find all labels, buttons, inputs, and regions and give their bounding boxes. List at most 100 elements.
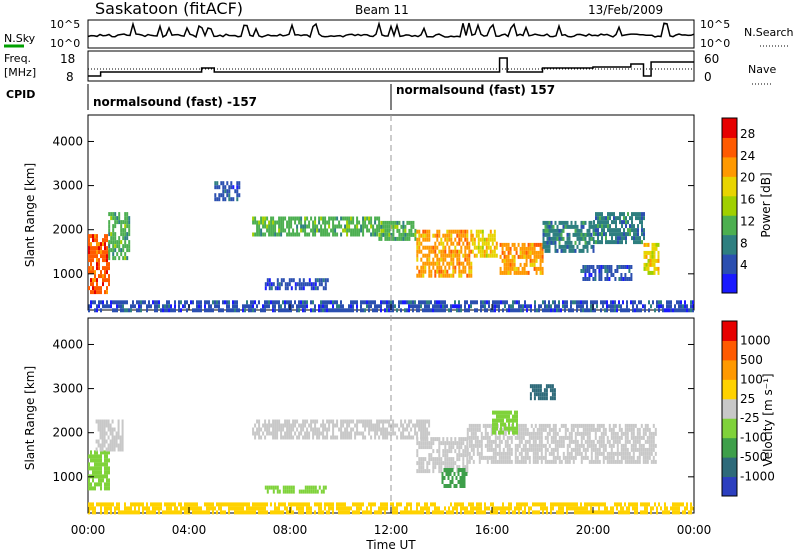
data-cell	[540, 396, 542, 400]
data-cell	[428, 510, 430, 514]
data-cell	[106, 250, 108, 254]
data-cell	[567, 460, 569, 464]
data-cell	[580, 300, 582, 304]
data-cell	[460, 246, 462, 250]
data-cell	[200, 304, 202, 308]
data-cell	[216, 510, 218, 514]
data-cell	[420, 274, 422, 278]
data-cell	[278, 221, 280, 225]
data-cell	[362, 510, 364, 514]
data-cell	[598, 265, 600, 269]
data-cell	[152, 510, 154, 514]
data-cell	[542, 259, 544, 263]
data-cell	[452, 242, 454, 246]
data-cell	[599, 460, 601, 464]
data-cell	[110, 502, 112, 506]
data-cell	[565, 460, 567, 464]
data-cell	[102, 444, 104, 448]
data-cell	[323, 278, 325, 282]
data-cell	[588, 269, 590, 273]
data-cell	[512, 415, 514, 419]
data-cell	[523, 456, 525, 460]
data-cell	[602, 304, 604, 308]
data-cell	[587, 249, 589, 253]
data-cell	[268, 424, 270, 428]
data-cell	[519, 444, 521, 448]
data-cell	[494, 238, 496, 242]
data-cell	[270, 502, 272, 506]
data-cell	[535, 440, 537, 444]
data-cell	[617, 448, 619, 452]
data-cell	[232, 197, 234, 201]
data-cell	[313, 490, 315, 494]
data-cell	[416, 453, 418, 457]
data-cell	[320, 424, 322, 428]
data-cell	[210, 502, 212, 506]
data-cell	[154, 300, 156, 304]
data-cell	[266, 510, 268, 514]
data-cell	[102, 258, 104, 262]
data-cell	[164, 510, 166, 514]
data-cell	[492, 238, 494, 242]
data-cell	[472, 250, 474, 254]
data-cell	[545, 444, 547, 448]
data-cell	[446, 468, 448, 472]
data-cell	[619, 460, 621, 464]
data-cell	[102, 448, 104, 452]
data-cell	[372, 308, 374, 312]
data-cell	[654, 247, 656, 251]
data-cell	[641, 448, 643, 452]
data-cell	[535, 424, 537, 428]
data-cell	[557, 229, 559, 233]
data-cell	[603, 460, 605, 464]
data-cell	[436, 254, 438, 258]
data-cell	[477, 452, 479, 456]
data-cell	[280, 225, 282, 229]
data-cell	[156, 308, 158, 312]
data-cell	[306, 502, 308, 506]
data-cell	[538, 388, 540, 392]
data-cell	[577, 225, 579, 229]
data-cell	[104, 436, 106, 440]
data-cell	[112, 440, 114, 444]
data-cell	[218, 197, 220, 201]
data-cell	[350, 217, 352, 221]
data-cell	[559, 245, 561, 249]
data-cell	[246, 300, 248, 304]
data-cell	[567, 237, 569, 241]
data-cell	[690, 510, 692, 514]
data-cell	[595, 432, 597, 436]
data-cell	[594, 308, 596, 312]
data-cell	[274, 225, 276, 229]
data-cell	[440, 270, 442, 274]
data-cell	[438, 449, 440, 453]
data-cell	[569, 460, 571, 464]
data-cell	[326, 221, 328, 225]
data-cell	[613, 424, 615, 428]
data-cell	[104, 454, 106, 458]
data-cell	[436, 262, 438, 266]
data-cell	[638, 300, 640, 304]
data-cell	[482, 234, 484, 238]
data-cell	[108, 262, 110, 266]
data-cell	[519, 440, 521, 444]
data-cell	[286, 308, 288, 312]
data-cell	[384, 420, 386, 424]
data-cell	[382, 420, 384, 424]
data-cell	[644, 255, 646, 259]
data-cell	[514, 271, 516, 275]
data-cell	[158, 304, 160, 308]
data-cell	[571, 436, 573, 440]
data-cell	[464, 506, 466, 510]
data-cell	[496, 506, 498, 510]
data-cell	[611, 232, 613, 236]
data-cell	[577, 237, 579, 241]
data-cell	[569, 432, 571, 436]
data-cell	[539, 428, 541, 432]
data-cell	[501, 452, 503, 456]
data-cell	[654, 502, 656, 506]
data-cell	[114, 244, 116, 248]
data-cell	[621, 432, 623, 436]
data-cell	[346, 217, 348, 221]
data-cell	[658, 271, 660, 275]
